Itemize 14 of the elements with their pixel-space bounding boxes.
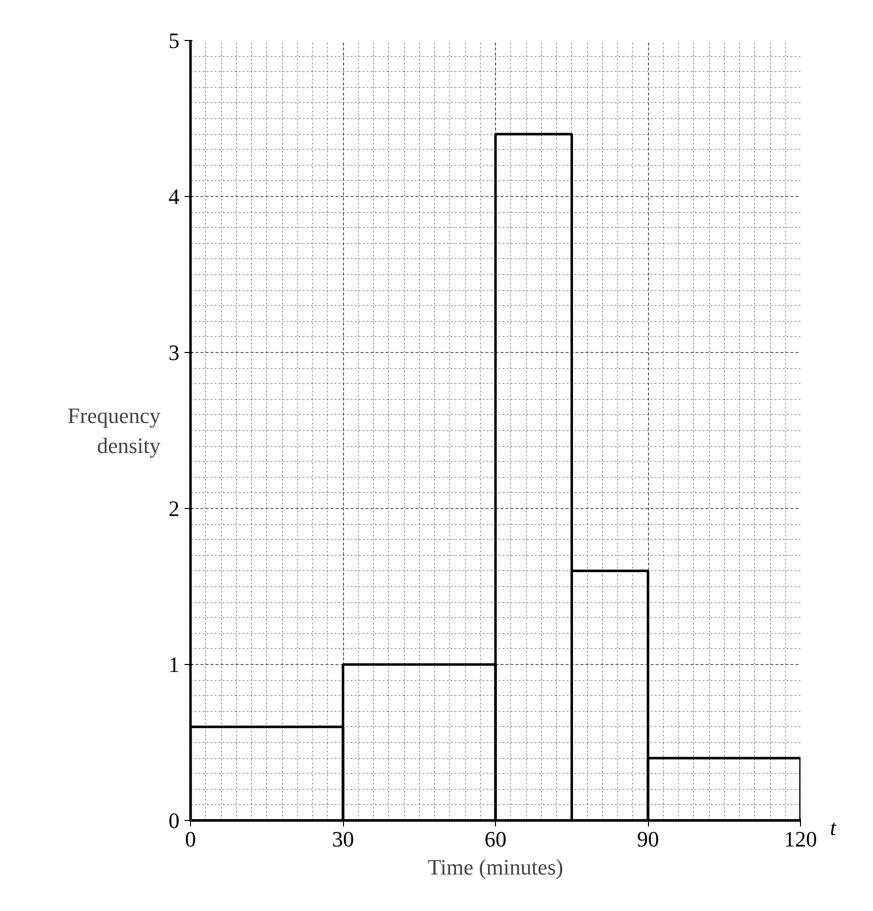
y-tick-label: 5: [168, 28, 180, 53]
text: t: [830, 814, 836, 842]
y-tick-label: 4: [168, 184, 180, 209]
x-tick-label: 90: [637, 826, 659, 852]
y-axis-title: Frequency density: [68, 403, 161, 458]
x-axis-title: Time (minutes): [428, 854, 564, 880]
x-tick-label: 120: [784, 826, 817, 852]
y-tick-label: 0: [168, 808, 180, 833]
y-tick-label: 1: [168, 652, 180, 677]
y-tick-label: 2: [168, 496, 180, 521]
y-tick-label: 3: [168, 340, 180, 365]
x-tick-label: 0: [185, 826, 196, 852]
x-tick-label: 60: [484, 826, 506, 852]
x-tick-label: 30: [332, 826, 354, 852]
